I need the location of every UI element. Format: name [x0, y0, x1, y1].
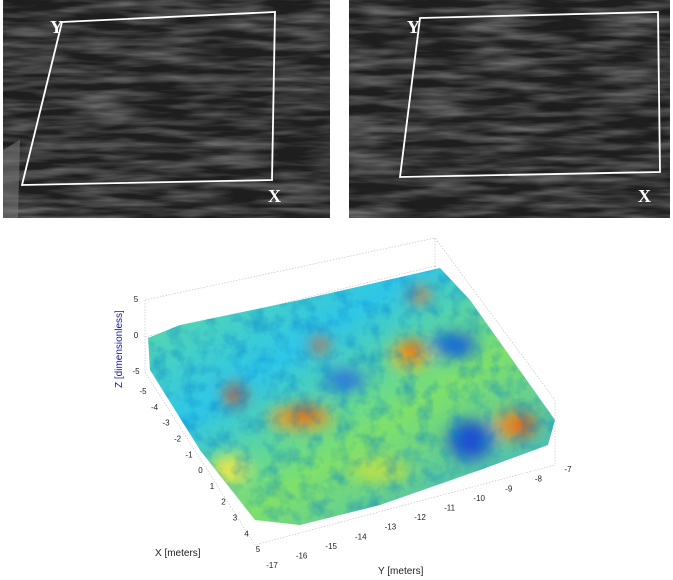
- x-tick-label: 5: [256, 545, 261, 554]
- x-tick-label: 3: [233, 514, 238, 523]
- x-tick-label: -2: [174, 435, 182, 444]
- x-tick-label: 2: [221, 498, 226, 507]
- surface-plot: Z [dimensionless] X [meters] Y [meters] …: [114, 238, 572, 577]
- z-tick-label: -5: [132, 367, 140, 376]
- x-tick-label: 0: [198, 466, 203, 475]
- photo-left: Y X: [3, 0, 330, 218]
- figure: Y X Y X: [0, 0, 673, 580]
- x-tick-label: 4: [244, 529, 249, 538]
- y-tick-label: -7: [564, 465, 572, 474]
- y-tick-label: -9: [505, 484, 513, 493]
- z-axis-label: Z [dimensionless]: [114, 310, 125, 388]
- y-axis-label: Y [meters]: [378, 566, 424, 577]
- y-tick-label: -17: [266, 561, 278, 570]
- x-tick-label: 1: [210, 482, 215, 491]
- y-tick-label: -16: [296, 552, 308, 561]
- x-tick-label: -4: [151, 403, 159, 412]
- y-label: Y: [407, 17, 420, 37]
- y-tick-label: -15: [325, 542, 337, 551]
- y-tick-label: -13: [385, 523, 397, 532]
- y-label: Y: [50, 17, 63, 37]
- x-axis-label: X [meters]: [155, 548, 201, 559]
- y-tick-label: -12: [414, 513, 426, 522]
- y-tick-label: -10: [473, 494, 485, 503]
- x-tick-label: -3: [162, 419, 170, 428]
- x-tick-label: -1: [185, 450, 193, 459]
- z-tick-label: 5: [134, 295, 139, 304]
- x-label: X: [268, 186, 281, 206]
- x-label: X: [638, 186, 651, 206]
- z-tick-label: 0: [134, 331, 139, 340]
- photo-right: Y X: [349, 0, 670, 218]
- surface: [140, 260, 560, 530]
- y-tick-label: -8: [535, 475, 543, 484]
- y-tick-label: -11: [444, 504, 456, 513]
- y-tick-label: -14: [355, 532, 367, 541]
- x-tick-label: -5: [139, 387, 147, 396]
